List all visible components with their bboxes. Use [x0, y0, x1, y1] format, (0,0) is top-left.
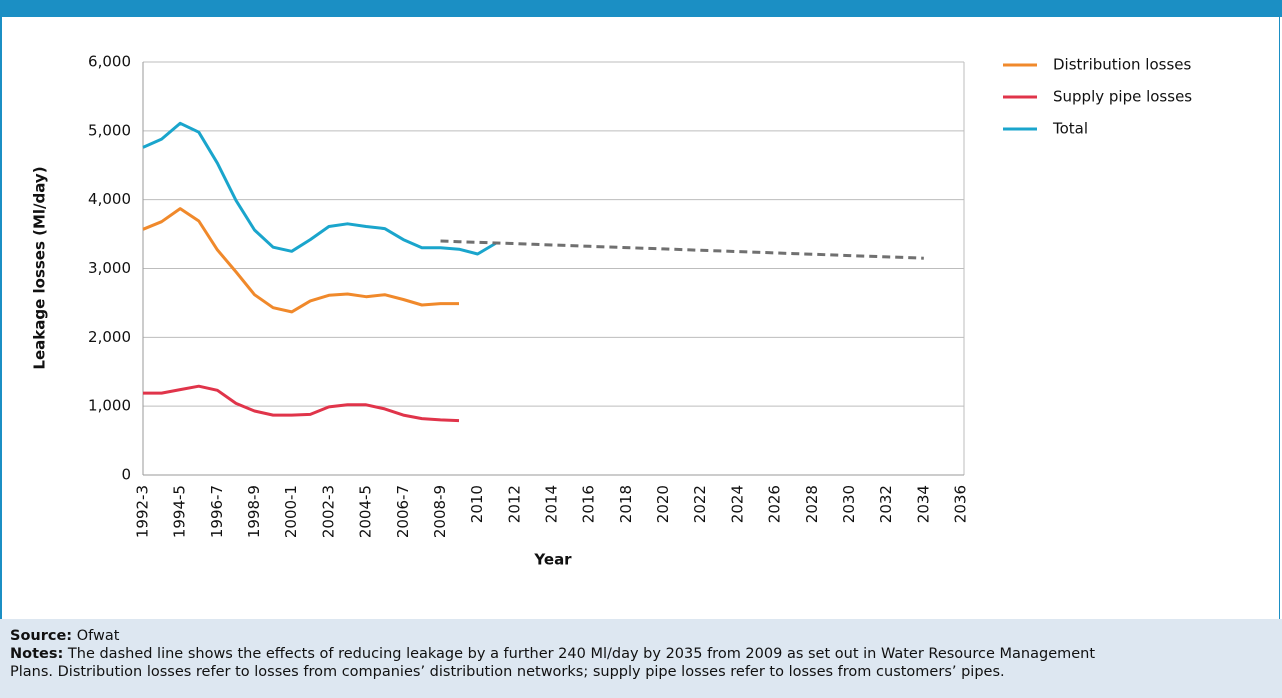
series-line — [143, 384, 460, 423]
x-tick-label: 1992-3 — [134, 485, 152, 538]
x-tick-label: 2030 — [840, 485, 858, 523]
x-tick-label: 2010 — [468, 485, 486, 523]
x-tick-label: 2012 — [505, 485, 523, 523]
y-tick-label: 1,000 — [88, 397, 131, 415]
x-tick-label: 2028 — [803, 485, 821, 523]
legend-label: Distribution losses — [1053, 56, 1191, 74]
y-axis-label: Leakage losses (Ml/day) — [31, 166, 49, 369]
x-tick-label: 2034 — [914, 485, 932, 523]
y-tick-label: 5,000 — [88, 121, 131, 139]
y-tick-label: 3,000 — [88, 259, 131, 277]
projection-line — [440, 239, 924, 260]
x-tick-label: 2022 — [691, 485, 709, 523]
legend-label: Supply pipe losses — [1053, 88, 1192, 106]
x-tick-label: 2032 — [877, 485, 895, 523]
legend-label: Total — [1052, 120, 1088, 138]
frame — [0, 17, 1280, 619]
y-tick-label: 4,000 — [88, 190, 131, 208]
x-tick-label: 2026 — [766, 485, 784, 523]
source-text: Ofwat — [76, 628, 120, 644]
x-tick-label: 2006-7 — [394, 485, 412, 538]
chart: Leakage losses (Ml/day) Year 0 1,000 2,000… — [31, 53, 1193, 569]
x-tick-label: 2000-1 — [282, 485, 300, 538]
x-tick-label: 2008-9 — [431, 485, 449, 538]
source-label: Source: — [10, 628, 73, 644]
x-tick-label: 1998-9 — [245, 485, 263, 538]
y-tick-label: 0 — [121, 466, 131, 484]
x-tick-label: 2036 — [952, 485, 970, 523]
footer: Source: Ofwat Notes: The dashed line sho… — [0, 619, 1282, 698]
notes-label: Notes: — [10, 646, 64, 662]
notes: Notes: The dashed line shows the effects… — [10, 645, 1282, 663]
y-tick-label: 6,000 — [88, 53, 131, 71]
notes-line: Plans. Distribution losses refer to loss… — [10, 664, 1005, 680]
series-line — [142, 207, 459, 314]
x-axis-label: Year — [533, 551, 572, 569]
source: Source: Ofwat — [10, 627, 1282, 645]
y-tick-label: 2,000 — [88, 328, 131, 346]
series-line — [142, 121, 497, 256]
x-tick-label: 2014 — [543, 485, 561, 523]
header-bar — [0, 0, 1282, 17]
notes-line: The dashed line shows the effects of red… — [63, 646, 1096, 662]
x-tick-label: 2020 — [654, 485, 672, 523]
x-tick-label: 1994-5 — [171, 485, 189, 538]
x-tick-label: 2016 — [580, 485, 598, 523]
x-tick-label: 2002-3 — [319, 485, 337, 538]
x-tick-label: 2024 — [728, 485, 746, 523]
x-tick-label: 1996-7 — [208, 485, 226, 538]
x-tick-label: 2018 — [617, 485, 635, 523]
x-tick-label: 2004-5 — [357, 485, 375, 538]
